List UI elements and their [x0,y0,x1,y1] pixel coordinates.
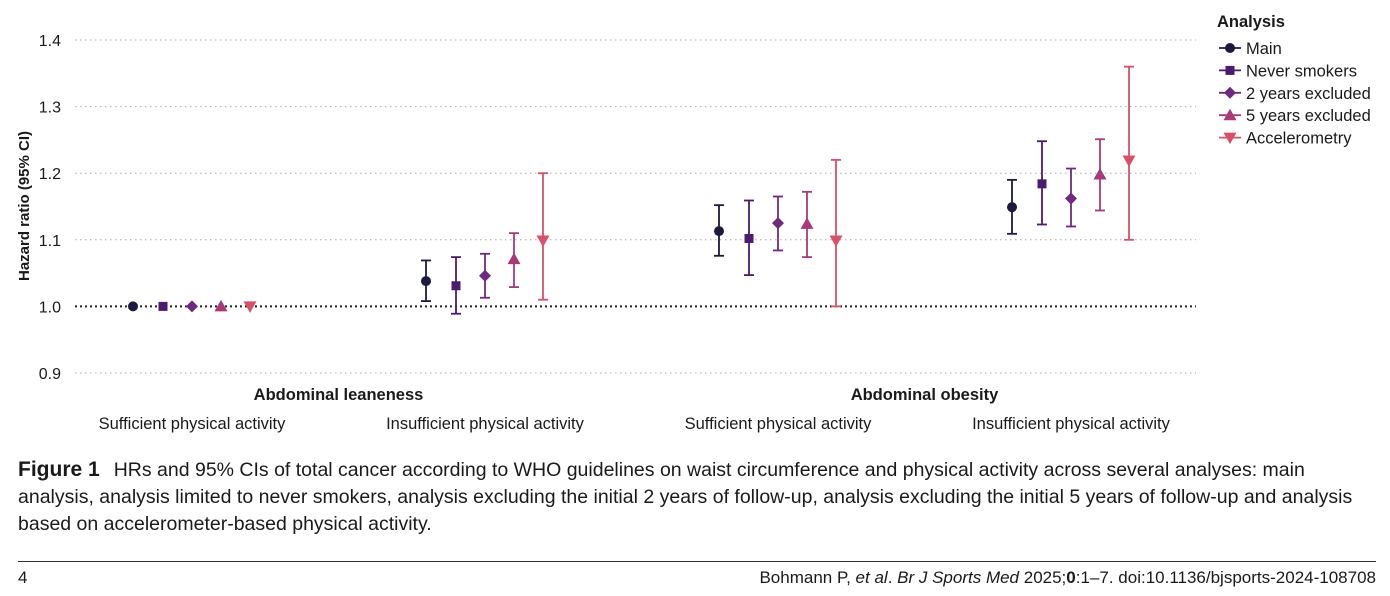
legend-entry: 5 years excluded [1246,107,1371,125]
legend-entry: 2 years excluded [1246,85,1371,103]
hazard-ratio-chart: 0.9 1.0 1.1 1.2 1.3 1.4 Hazard ratio (95% CI) A… [16,13,1371,433]
figure-label: Figure 1 [18,458,100,481]
data-point [744,233,754,243]
data-point [714,226,724,237]
y-tick-label: 1.2 [39,166,61,183]
data-point [214,299,228,312]
legend-marker [1225,65,1235,75]
citation-sep: . [887,568,898,587]
legend-title: Analysis [1217,13,1285,31]
y-tick-label: 1.3 [39,100,61,117]
data-point [1007,202,1017,213]
citation-etal: et al [855,568,888,587]
citation-volume: 0 [1066,568,1076,587]
legend-entry: Never smokers [1246,62,1357,80]
data-point [800,217,814,229]
category-label: Insufficient physical activity [972,415,1171,433]
citation: Bohmann P, et al. Br J Sports Med 2025;0… [759,568,1376,588]
data-point [1122,155,1136,168]
figure-caption: Figure 1 HRs and 95% CIs of total cancer … [18,456,1374,538]
citation-authors: Bohmann P, [759,568,856,587]
data-point [536,235,550,247]
figure-caption-text: HRs and 95% CIs of total cancer accordin… [18,459,1353,535]
data-point [1093,168,1107,180]
legend-marker [1225,43,1235,53]
data-point [158,301,168,311]
citation-journal: Br J Sports Med [897,568,1020,587]
legend-marker [1224,86,1236,99]
category-label: Insufficient physical activity [386,415,585,433]
data-point [479,269,491,282]
legend-marker [1223,132,1237,145]
group-label: Abdominal obesity [851,386,999,404]
category-label: Sufficient physical activity [685,415,873,433]
group-label: Abdominal leaneness [254,386,424,404]
citation-rest: :1–7. doi:10.1136/bjsports-2024-108708 [1075,568,1376,587]
data-point [1065,192,1077,205]
data-point [243,301,257,313]
y-tick-label: 1.4 [39,33,61,50]
citation-year: 2025; [1019,568,1067,587]
y-tick-label: 1.0 [39,299,61,316]
legend-marker [1223,108,1237,121]
legend-entry: Main [1246,40,1282,58]
y-axis-label: Hazard ratio (95% CI) [16,131,33,281]
category-label: Sufficient physical activity [99,415,287,433]
data-point [1037,179,1047,189]
data-point [421,276,431,287]
data-point [186,300,198,313]
data-point [451,281,461,291]
y-tick-label: 0.9 [39,366,61,383]
legend-entry: Accelerometry [1246,130,1352,148]
data-point [507,252,521,265]
data-point [829,235,843,247]
y-tick-label: 1.1 [39,233,61,250]
footer-divider [18,561,1376,562]
data-point [772,217,784,230]
data-point [128,301,138,312]
page-number: 4 [18,568,28,587]
